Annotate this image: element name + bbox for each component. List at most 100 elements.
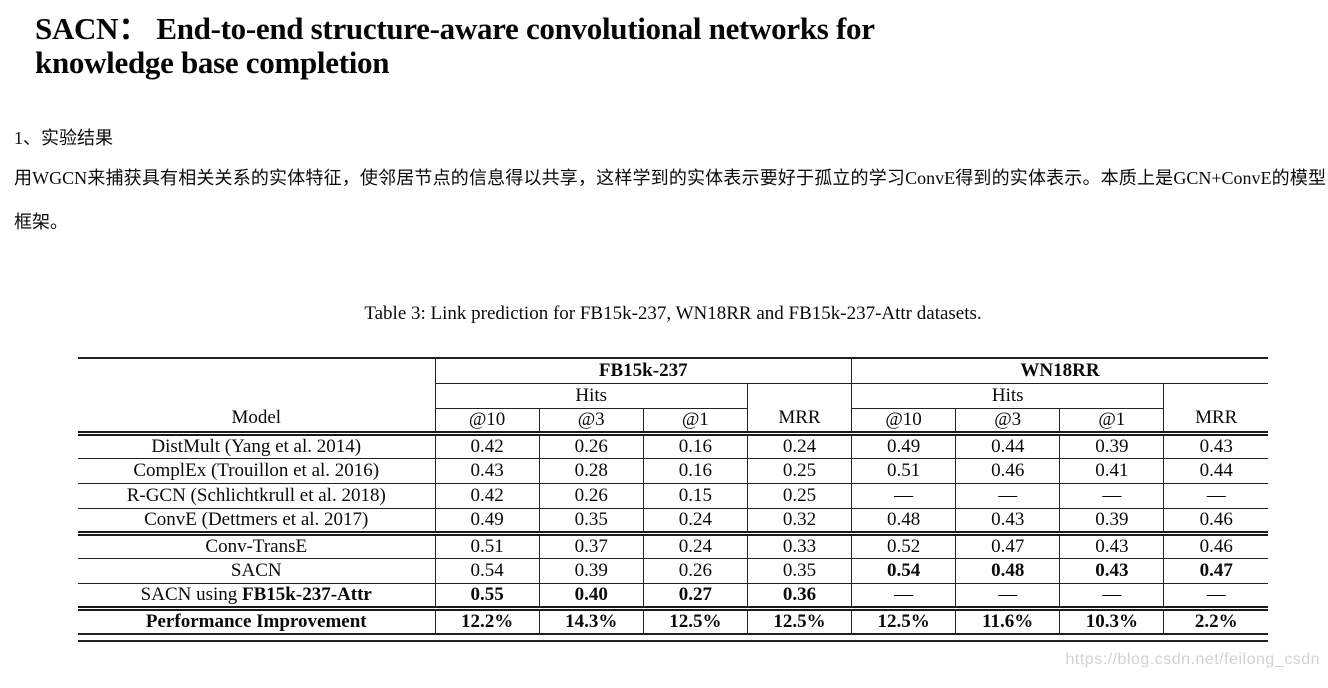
value-cell: — [1059,483,1164,508]
value-cell: 0.25 [746,458,852,483]
table-caption: Table 3: Link prediction for FB15k-237, … [364,303,982,324]
value-cell: — [1163,483,1268,508]
model-label-part: ComplEx (Trouillon et al. 2016) [133,459,380,481]
value-cell: 0.33 [746,533,852,558]
value-cell: 0.37 [538,533,644,558]
value-cell: 0.43 [1163,433,1268,458]
value-cell: 12.2% [434,608,540,634]
value-cell: 0.48 [850,508,956,533]
value-cell: 0.46 [1163,508,1268,533]
value-cell: 0.43 [1059,558,1164,583]
value-cell: 0.24 [642,508,748,533]
value-cell: — [1059,583,1164,608]
table-header: Model FB15k-237 WN18RR Hits MRR Hits MRR… [78,358,1268,433]
value-cell: 0.54 [434,558,540,583]
value-cell: 12.5% [746,608,852,634]
model-cell: SACN using FB15k-237-Attr [78,583,435,608]
value-cell: — [955,583,1060,608]
value-cell: 0.32 [746,508,852,533]
column-header-hits3-fb: @3 [538,408,644,433]
column-header-mrr-fb: MRR [746,383,852,433]
model-cell: ComplEx (Trouillon et al. 2016) [78,458,435,483]
value-cell: 0.39 [1059,508,1164,533]
value-cell: 0.42 [434,433,540,458]
value-cell: — [955,483,1060,508]
value-cell: 0.48 [955,558,1060,583]
model-cell: SACN [78,558,435,583]
page-title-line2: knowledge base completion [35,45,390,80]
results-table: Model FB15k-237 WN18RR Hits MRR Hits MRR… [78,357,1268,635]
value-cell: 0.24 [746,433,852,458]
value-cell: 12.5% [850,608,956,634]
model-cell: R-GCN (Schlichtkrull et al. 2018) [78,483,435,508]
value-cell: 10.3% [1059,608,1164,634]
model-label-part: Performance Improvement [145,610,367,632]
model-label-part: SACN using [140,583,243,605]
column-header-hits1-fb: @1 [642,408,748,433]
table-row-sacn-attr: SACN using FB15k-237-Attr 0.55 0.40 0.27 0.3… [78,583,1268,608]
value-cell: 0.24 [642,533,748,558]
value-cell: — [1163,583,1268,608]
model-cell: Conv-TransE [78,533,435,558]
body-paragraph: 用WGCN来捕获具有相关关系的实体特征，使邻居节点的信息得以共享，这样学到的实体… [14,168,1326,232]
value-cell: 0.35 [538,508,644,533]
table-row-conve: ConvE (Dettmers et al. 2017) 0.49 0.35 0.24… [78,508,1268,533]
value-cell: 11.6% [955,608,1060,634]
value-cell: 0.43 [1059,533,1164,558]
value-cell: — [850,483,956,508]
column-header-hits3-wn: @3 [955,408,1060,433]
value-cell: 0.52 [850,533,956,558]
page-title-line1: SACN： End-to-end structure-aware convolu… [35,11,875,46]
column-header-hits10-fb: @10 [434,408,540,433]
value-cell: 0.26 [538,483,644,508]
value-cell: 0.35 [746,558,852,583]
table-row-performance-improvement: Performance Improvement 12.2% 14.3% 12.5% 12… [78,608,1268,634]
results-table-container: Model FB15k-237 WN18RR Hits MRR Hits MRR… [78,357,1268,642]
value-cell: 0.26 [538,433,644,458]
value-cell: 0.49 [434,508,540,533]
model-label-part: FB15k-237-Attr [242,583,372,605]
table-bottom-rule [78,639,1268,642]
value-cell: 0.15 [642,483,748,508]
column-header-mrr-wn: MRR [1163,383,1268,433]
value-cell: 0.36 [746,583,852,608]
table-row-conv-transe: Conv-TransE 0.51 0.37 0.24 0.33 0.52 0.47 0.43 0… [78,533,1268,558]
model-label-part: Conv-TransE [205,535,308,557]
column-group-wn18rr: WN18RR [851,358,1268,384]
watermark-url: https://blog.csdn.net/feilong_csdn [1065,651,1320,668]
table-row-distmult: DistMult (Yang et al. 2014) 0.42 0.26 0.16 0… [78,433,1268,458]
value-cell: 0.39 [538,558,644,583]
value-cell: 0.46 [955,458,1060,483]
column-subgroup-hits-fb: Hits [434,383,748,409]
value-cell: 0.54 [850,558,956,583]
page-title: SACN： End-to-end structure-aware convolu… [35,12,1225,80]
model-label-part: SACN [230,559,282,581]
value-cell: 0.47 [955,533,1060,558]
column-header-hits1-wn: @1 [1059,408,1164,433]
value-cell: 0.51 [850,458,956,483]
value-cell: — [850,583,956,608]
value-cell: 0.47 [1163,558,1268,583]
value-cell: 0.16 [642,433,748,458]
value-cell: 0.16 [642,458,748,483]
table-row-r-gcn: R-GCN (Schlichtkrull et al. 2018) 0.42 0.2… [78,483,1268,508]
model-cell: Performance Improvement [78,608,435,634]
value-cell: 0.42 [434,483,540,508]
model-label-part: ConvE (Dettmers et al. 2017) [144,508,369,530]
value-cell: 0.27 [642,583,748,608]
table-body: DistMult (Yang et al. 2014) 0.42 0.26 0.16 0… [78,433,1268,634]
column-group-fb15k-237: FB15k-237 [434,358,852,384]
value-cell: 0.41 [1059,458,1164,483]
value-cell: 0.28 [538,458,644,483]
header-row-hits: Hits MRR Hits MRR [78,383,1268,433]
value-cell: 0.39 [1059,433,1164,458]
value-cell: 12.5% [642,608,748,634]
column-header-hits10-wn: @10 [850,408,956,433]
value-cell: 0.40 [538,583,644,608]
model-cell: ConvE (Dettmers et al. 2017) [78,508,435,533]
value-cell: 0.44 [1163,458,1268,483]
value-cell: 2.2% [1163,608,1268,634]
value-cell: 0.25 [746,483,852,508]
value-cell: 0.49 [850,433,956,458]
column-header-model: Model [231,406,282,428]
